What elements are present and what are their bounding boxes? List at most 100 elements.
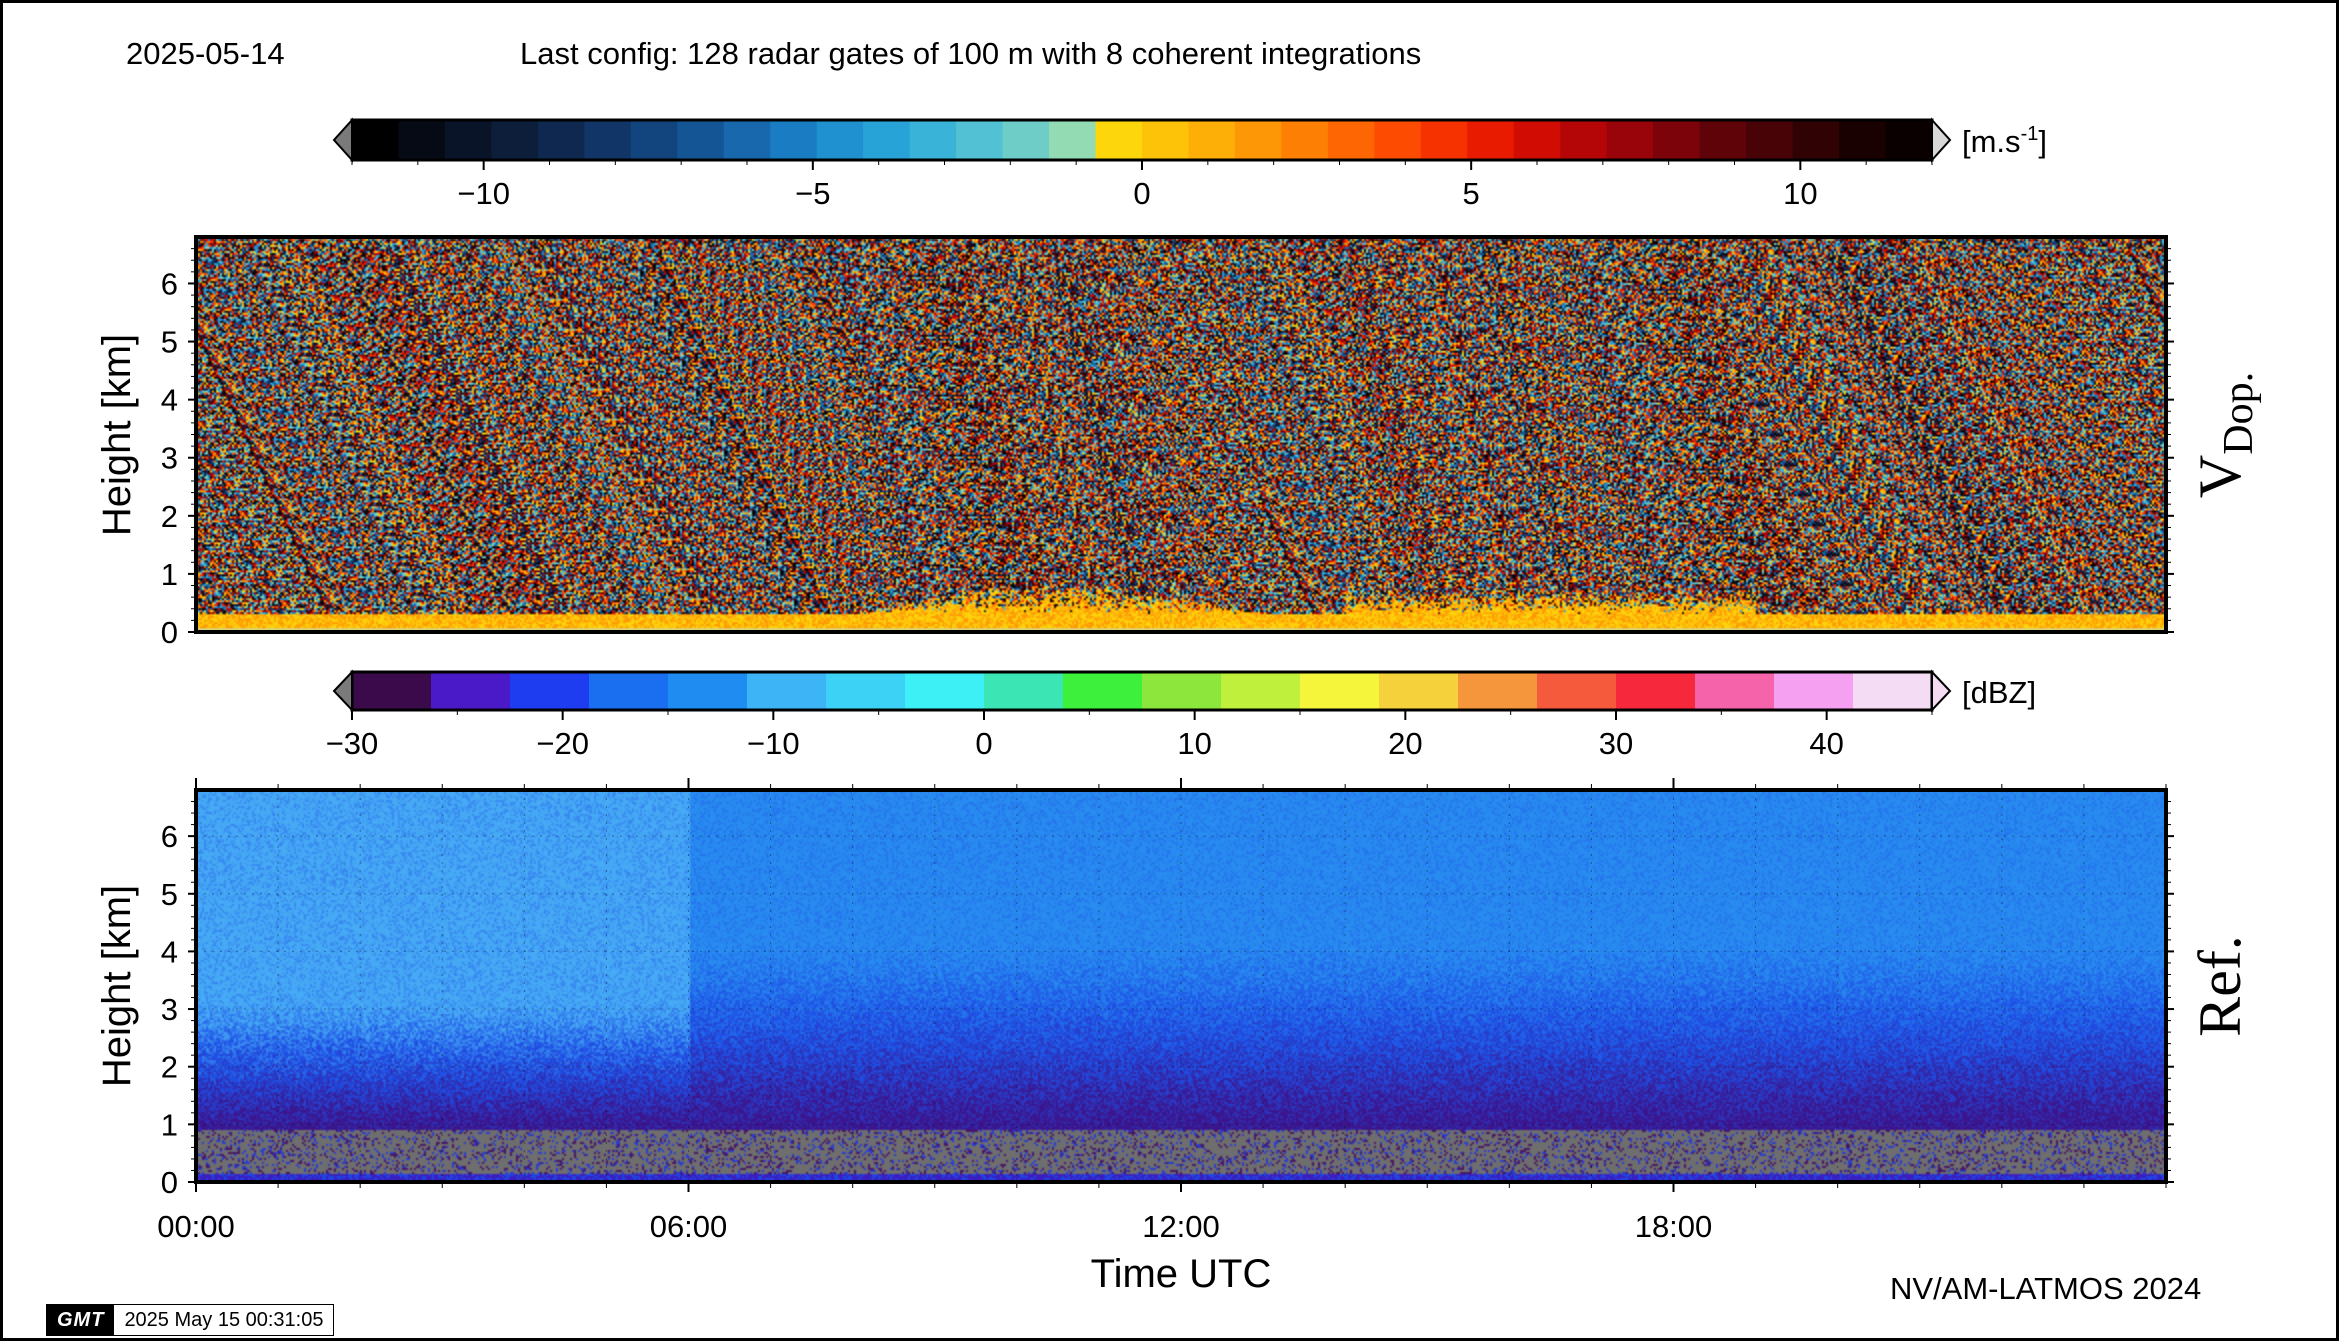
doppler-colorbar: −10 −5 0 5 10 [m.s-1] — [332, 117, 2047, 211]
doppler-ytick-label: 2 — [161, 499, 178, 534]
reflectivity-gridlines — [196, 790, 2166, 1182]
doppler-colorbar-swatch — [1560, 120, 1608, 160]
doppler-colorbar-swatch — [909, 120, 957, 160]
reflectivity-colorbar-swatch — [826, 672, 906, 710]
doppler-colorbar-swatch — [630, 120, 678, 160]
reflectivity-colorbar: −30 −20 −10 0 10 20 30 40 [dBZ] — [326, 669, 2036, 761]
doppler-colorbar-swatch — [584, 120, 632, 160]
reflectivity-x-ticks: 00:00 06:00 12:00 18:00 — [157, 778, 2167, 1244]
doppler-colorbar-tick-label: 0 — [1133, 176, 1150, 211]
reflectivity-colorbar-left-arrow — [332, 669, 353, 713]
reflectivity-colorbar-swatch — [668, 672, 748, 710]
reflectivity-colorbar-tick-label: 30 — [1599, 726, 1633, 761]
reflectivity-ytick-label: 6 — [161, 819, 178, 854]
reflectivity-xtick-label: 00:00 — [157, 1209, 235, 1244]
reflectivity-y-ticks: 0 1 2 3 4 5 6 — [161, 801, 2174, 1200]
doppler-colorbar-swatch — [723, 120, 771, 160]
doppler-ytick-label: 5 — [161, 325, 178, 360]
reflectivity-colorbar-tick-label: −20 — [536, 726, 589, 761]
doppler-colorbar-tick-label: 5 — [1463, 176, 1480, 211]
reflectivity-xtick-label: 06:00 — [650, 1209, 728, 1244]
reflectivity-colorbar-swatch — [1774, 672, 1854, 710]
doppler-side-label: VDop. — [2187, 372, 2262, 498]
doppler-colorbar-swatch — [1839, 120, 1887, 160]
reflectivity-colorbar-swatch — [1300, 672, 1380, 710]
reflectivity-xlabel: Time UTC — [1091, 1252, 1272, 1296]
doppler-colorbar-right-arrow — [1931, 117, 1952, 163]
doppler-colorbar-swatch — [398, 120, 446, 160]
doppler-colorbar-swatch — [1885, 120, 1933, 160]
reflectivity-colorbar-swatch — [1537, 672, 1617, 710]
doppler-colorbar-swatch — [956, 120, 1004, 160]
reflectivity-panel: 0 1 2 3 4 5 6 00:00 06:00 12:00 18:00 Height [km]… — [95, 778, 2253, 1296]
reflectivity-colorbar-swatch — [1142, 672, 1222, 710]
doppler-colorbar-left-arrow — [332, 117, 353, 163]
doppler-ylabel: Height [km] — [95, 334, 139, 536]
reflectivity-xtick-label: 12:00 — [1142, 1209, 1220, 1244]
reflectivity-colorbar-right-arrow — [1931, 669, 1952, 713]
doppler-colorbar-swatches — [352, 120, 1933, 160]
reflectivity-colorbar-swatch — [1063, 672, 1143, 710]
reflectivity-ytick-label: 4 — [161, 934, 178, 969]
reflectivity-colorbar-swatch — [1616, 672, 1696, 710]
reflectivity-xtick-label: 18:00 — [1635, 1209, 1713, 1244]
reflectivity-colorbar-tick-label: 40 — [1809, 726, 1843, 761]
doppler-ytick-label: 4 — [161, 383, 178, 418]
doppler-colorbar-swatch — [1513, 120, 1561, 160]
reflectivity-ytick-label: 3 — [161, 992, 178, 1027]
doppler-colorbar-swatch — [1746, 120, 1794, 160]
doppler-colorbar-swatch — [444, 120, 493, 160]
doppler-colorbar-tick-label: −10 — [457, 176, 510, 211]
gmt-logo: GMT — [47, 1305, 115, 1335]
doppler-colorbar-swatch — [352, 120, 400, 160]
reflectivity-colorbar-swatches — [352, 672, 1933, 710]
doppler-colorbar-swatch — [816, 120, 864, 160]
reflectivity-side-label: Ref. — [2187, 935, 2253, 1037]
reflectivity-colorbar-swatch — [1853, 672, 1933, 710]
doppler-colorbar-swatch — [770, 120, 818, 160]
doppler-heatmap-image — [196, 237, 2166, 632]
date-label: 2025-05-14 — [126, 36, 285, 71]
doppler-colorbar-swatch — [1327, 120, 1375, 160]
doppler-ytick-label: 0 — [161, 615, 178, 650]
doppler-colorbar-swatch — [1420, 120, 1468, 160]
reflectivity-colorbar-swatch — [984, 672, 1064, 710]
reflectivity-colorbar-tick-label: 10 — [1177, 726, 1211, 761]
reflectivity-colorbar-swatch — [1379, 672, 1459, 710]
doppler-colorbar-swatch — [1049, 120, 1097, 160]
reflectivity-heatmap-image — [196, 790, 2166, 1182]
doppler-ytick-label: 3 — [161, 441, 178, 476]
reflectivity-colorbar-tick-label: −30 — [326, 726, 379, 761]
reflectivity-colorbar-swatch — [1458, 672, 1538, 710]
reflectivity-colorbar-unit: [dBZ] — [1962, 675, 2036, 710]
doppler-colorbar-swatch — [1281, 120, 1329, 160]
credit-label: NV/AM-LATMOS 2024 — [1890, 1271, 2202, 1306]
reflectivity-ytick-label: 2 — [161, 1050, 178, 1085]
timestamp-text: 2025 May 15 00:31:05 — [114, 1305, 334, 1335]
doppler-ytick-label: 6 — [161, 266, 178, 301]
reflectivity-colorbar-swatch — [1221, 672, 1301, 710]
doppler-colorbar-swatch — [863, 120, 911, 160]
reflectivity-colorbar-tick-label: −10 — [747, 726, 800, 761]
reflectivity-colorbar-tick-label: 0 — [975, 726, 992, 761]
doppler-y-ticks: 0 1 2 3 4 5 6 — [161, 248, 2174, 650]
doppler-colorbar-ticks: −10 −5 0 5 10 — [351, 160, 1933, 211]
doppler-colorbar-swatch — [1792, 120, 1840, 160]
reflectivity-ytick-label: 0 — [161, 1165, 178, 1200]
doppler-colorbar-unit: [m.s-1] — [1962, 123, 2047, 159]
doppler-colorbar-tick-label: 10 — [1783, 176, 1817, 211]
doppler-ytick-label: 1 — [161, 557, 178, 592]
reflectivity-colorbar-swatch — [905, 672, 985, 710]
reflectivity-ytick-label: 5 — [161, 877, 178, 912]
doppler-colorbar-swatch — [1653, 120, 1701, 160]
reflectivity-colorbar-swatch — [589, 672, 669, 710]
reflectivity-colorbar-swatch — [1695, 672, 1775, 710]
doppler-colorbar-swatch — [677, 120, 725, 160]
doppler-colorbar-swatch — [537, 120, 585, 160]
reflectivity-colorbar-swatch — [510, 672, 590, 710]
doppler-colorbar-swatch — [1374, 120, 1422, 160]
doppler-colorbar-swatch — [491, 120, 539, 160]
reflectivity-colorbar-tick-label: 20 — [1388, 726, 1422, 761]
doppler-colorbar-swatch — [1606, 120, 1654, 160]
